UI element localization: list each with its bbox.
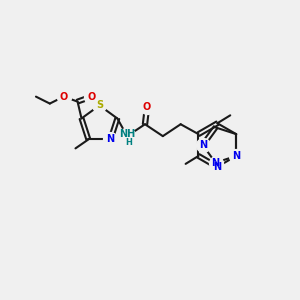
Text: H: H: [126, 138, 133, 147]
Text: O: O: [60, 92, 68, 102]
Text: O: O: [143, 102, 151, 112]
Text: O: O: [87, 92, 95, 102]
Text: S: S: [96, 100, 103, 110]
Text: N: N: [199, 140, 207, 150]
Text: N: N: [106, 134, 115, 145]
Text: N: N: [213, 162, 221, 172]
Text: NH: NH: [119, 129, 135, 139]
Text: N: N: [232, 151, 240, 161]
Text: N: N: [212, 158, 220, 168]
